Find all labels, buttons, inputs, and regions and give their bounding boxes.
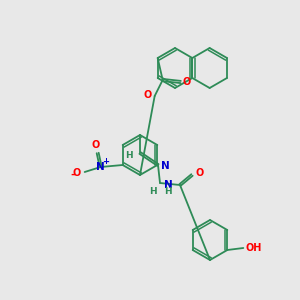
Text: O: O [72,168,81,178]
Text: H: H [164,188,172,196]
Text: OH: OH [245,243,262,253]
Text: N: N [161,161,170,171]
Text: +: + [102,158,109,166]
Text: H: H [149,188,157,196]
Text: H: H [125,152,133,160]
Text: O: O [195,168,203,178]
Text: N: N [96,162,105,172]
Text: -: - [70,170,75,180]
Text: O: O [92,140,100,150]
Text: O: O [183,77,191,87]
Text: O: O [143,90,152,100]
Text: N: N [164,180,173,190]
